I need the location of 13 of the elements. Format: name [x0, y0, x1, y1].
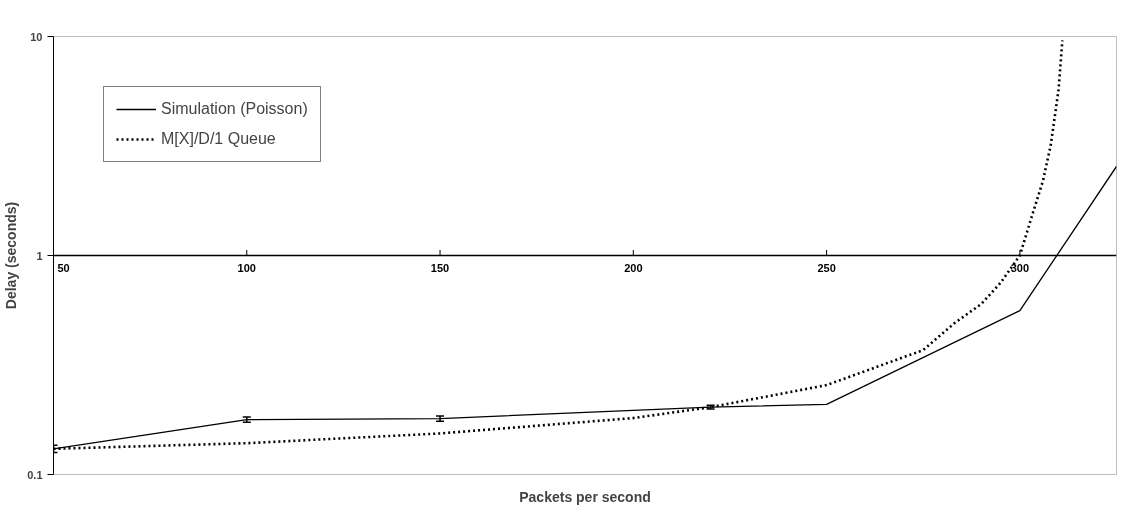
y-tick-label: 0.1	[27, 468, 43, 481]
x-tick-label: 200	[624, 261, 643, 274]
x-tick-label: 150	[430, 261, 450, 274]
x-tick-label: 50	[57, 261, 70, 274]
y-tick-label: 1	[36, 249, 43, 262]
x-tick-label: 100	[237, 261, 256, 274]
x-axis-title: Packets per second	[519, 488, 651, 505]
x-tick-label: 250	[817, 261, 836, 274]
legend-label: M[X]/D/1 Queue	[161, 130, 276, 148]
y-axis-title: Delay (seconds)	[3, 201, 20, 310]
legend-label: Simulation (Poisson)	[161, 100, 308, 118]
y-tick-label: 10	[30, 30, 43, 43]
x-tick-label: 300	[1010, 261, 1030, 274]
